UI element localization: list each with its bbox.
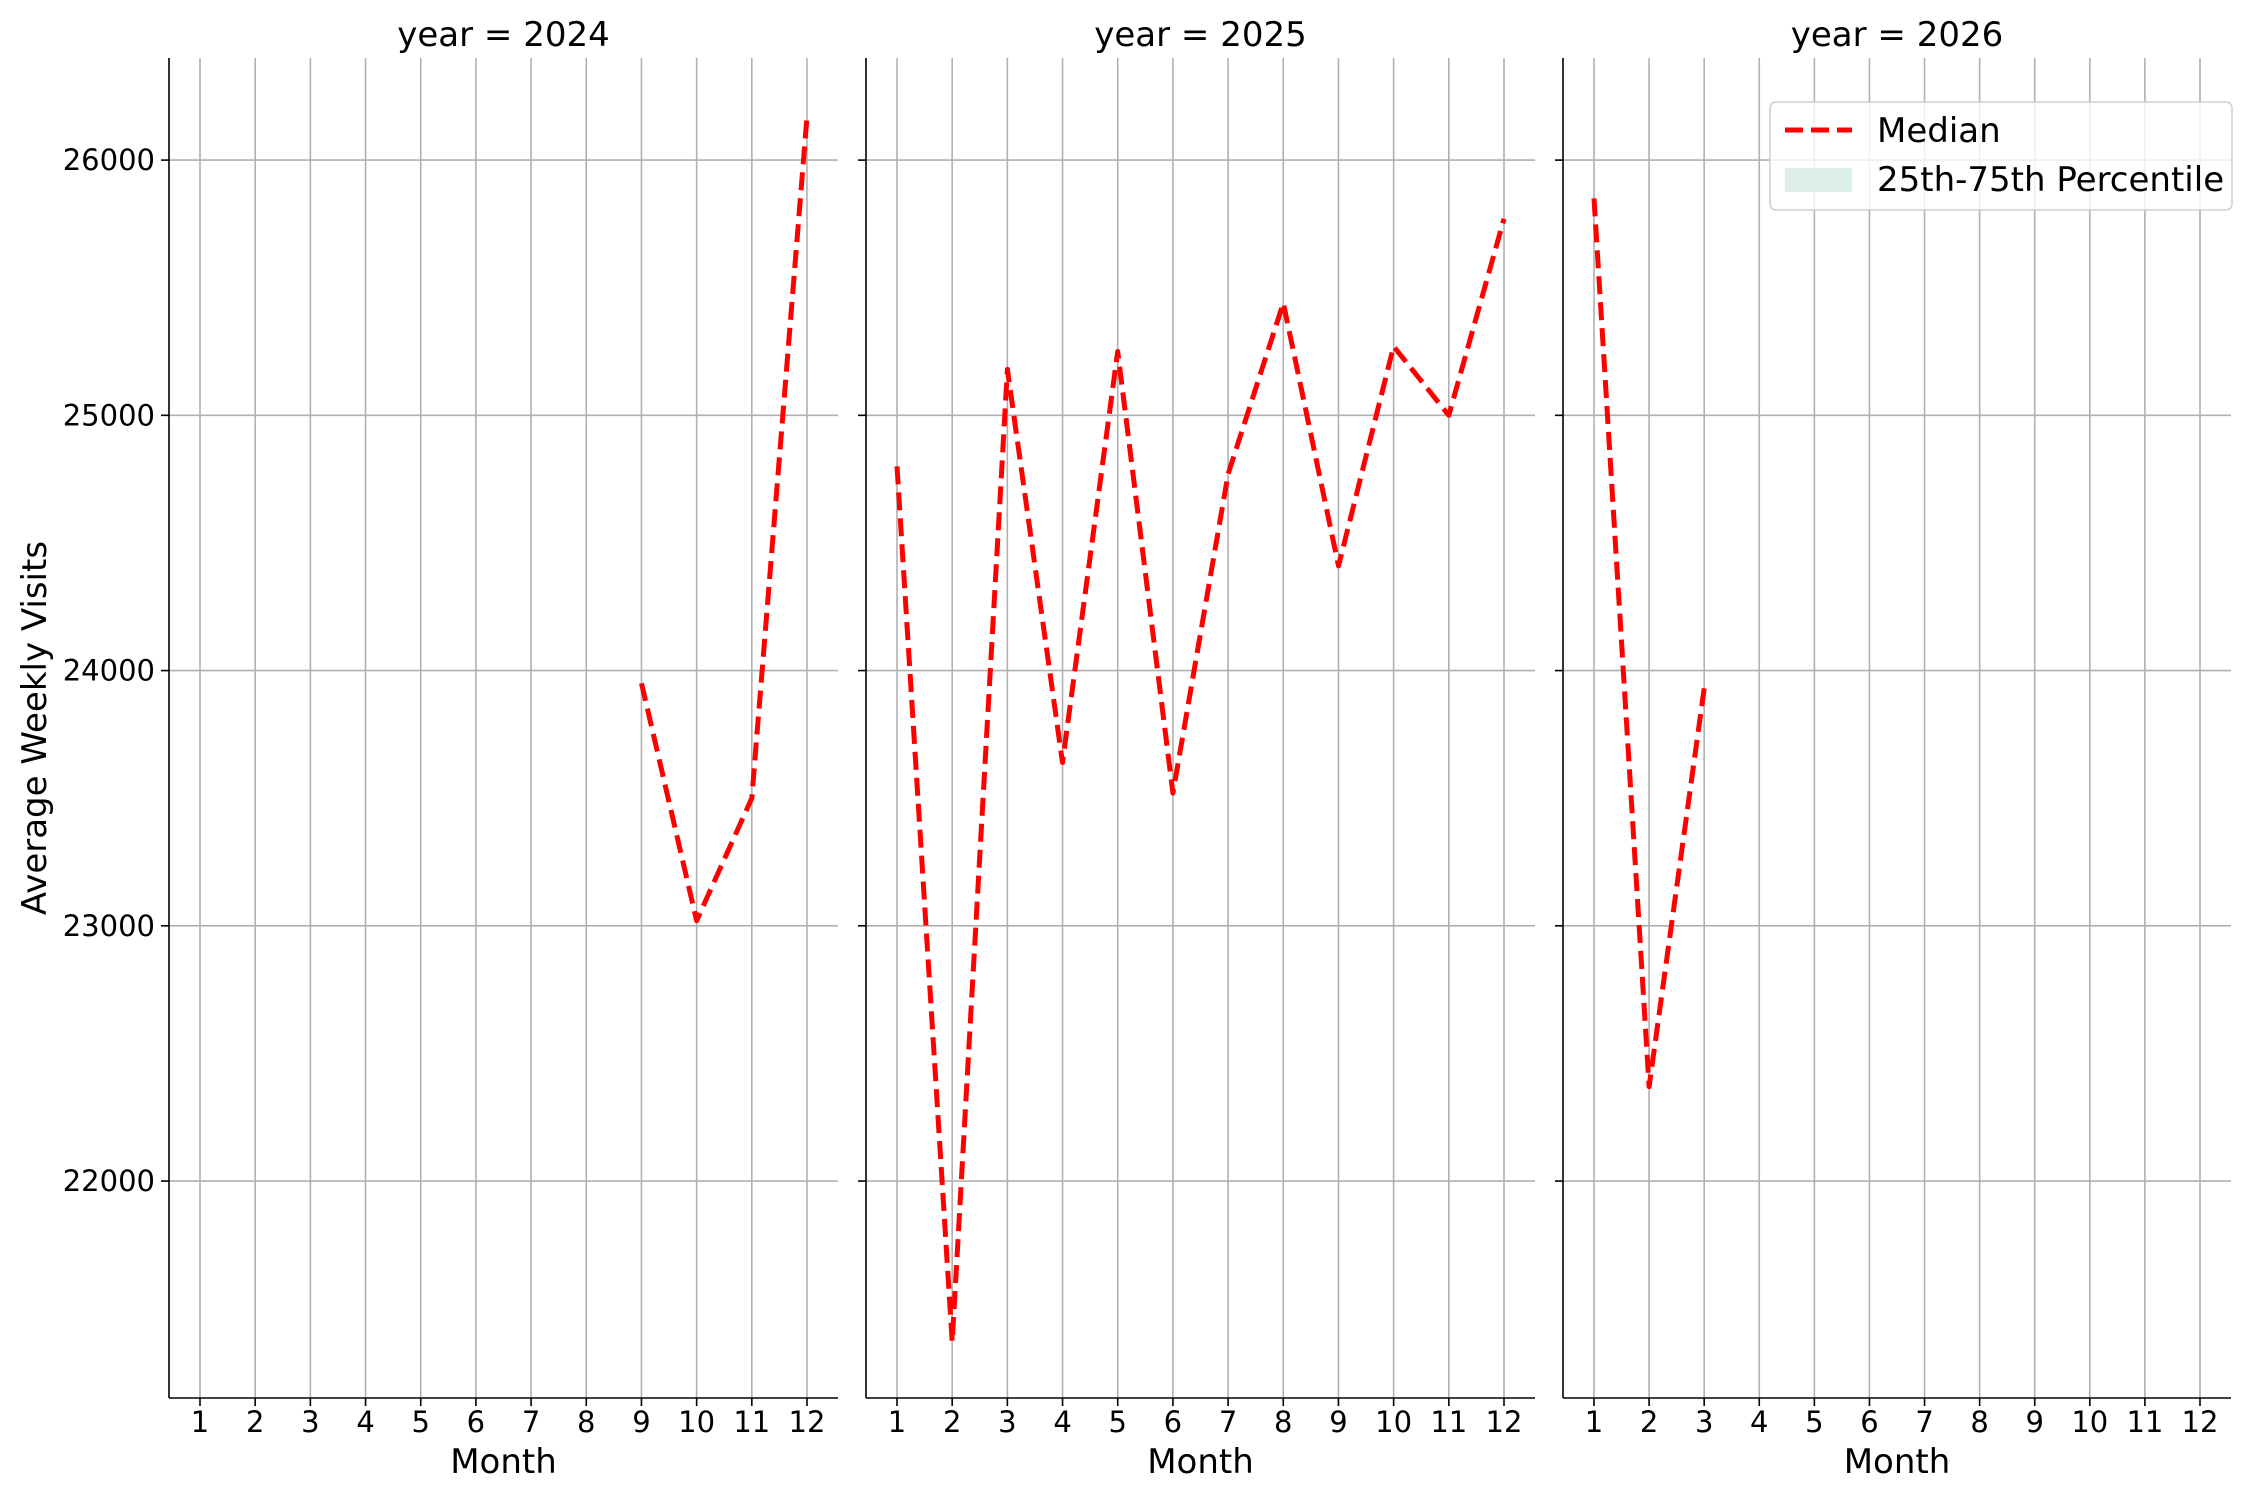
x-tick-label: 2 — [1640, 1405, 1658, 1439]
facet-title: year = 2024 — [397, 15, 609, 55]
x-tick-label: 5 — [1805, 1405, 1823, 1439]
x-tick-label: 7 — [522, 1405, 540, 1439]
x-tick-label: 11 — [733, 1405, 770, 1439]
x-tick-label: 11 — [1430, 1405, 1467, 1439]
x-tick-label: 9 — [1329, 1405, 1347, 1439]
x-tick-label: 5 — [1109, 1405, 1127, 1439]
x-tick-label: 7 — [1915, 1405, 1933, 1439]
x-tick-label: 6 — [1860, 1405, 1878, 1439]
x-tick-label: 8 — [1970, 1405, 1988, 1439]
x-tick-label: 4 — [356, 1405, 374, 1439]
x-tick-label: 12 — [789, 1405, 826, 1439]
legend-band-label: 25th-75th Percentile — [1877, 160, 2224, 200]
x-tick-label: 10 — [678, 1405, 715, 1439]
facet-title: year = 2025 — [1094, 15, 1306, 55]
x-tick-label: 2 — [246, 1405, 264, 1439]
x-tick-label: 9 — [632, 1405, 650, 1439]
legend-band-swatch — [1785, 168, 1852, 192]
x-tick-label: 10 — [1375, 1405, 1412, 1439]
x-tick-label: 9 — [2026, 1405, 2044, 1439]
x-tick-label: 7 — [1219, 1405, 1237, 1439]
x-axis-title: Month — [1147, 1442, 1254, 1482]
y-tick-label: 26000 — [63, 143, 155, 177]
x-tick-label: 1 — [1585, 1405, 1603, 1439]
facet-title: year = 2026 — [1791, 15, 2003, 55]
x-tick-label: 12 — [2182, 1405, 2219, 1439]
x-axis-title: Month — [450, 1442, 557, 1482]
legend-box — [1769, 101, 2233, 211]
x-tick-label: 4 — [1750, 1405, 1768, 1439]
x-tick-label: 3 — [998, 1405, 1016, 1439]
median-series-line — [1591, 198, 1707, 1090]
y-tick-label: 24000 — [63, 654, 155, 688]
x-tick-label: 10 — [2071, 1405, 2108, 1439]
x-tick-label: 2 — [943, 1405, 961, 1439]
x-tick-label: 12 — [1486, 1405, 1523, 1439]
x-tick-label: 1 — [191, 1405, 209, 1439]
legend: Median 25th-75th Percentile — [1769, 101, 2233, 211]
y-tick-label: 23000 — [63, 909, 155, 943]
median-series-line — [639, 116, 810, 924]
x-tick-label: 6 — [1164, 1405, 1182, 1439]
x-axis-title: Month — [1844, 1442, 1951, 1482]
x-tick-label: 4 — [1053, 1405, 1071, 1439]
x-tick-label: 8 — [1274, 1405, 1292, 1439]
median-series-line — [894, 218, 1507, 1345]
x-tick-label: 5 — [412, 1405, 430, 1439]
x-tick-label: 11 — [2126, 1405, 2163, 1439]
x-tick-label: 6 — [467, 1405, 485, 1439]
legend-median-label: Median — [1877, 111, 2001, 151]
x-tick-label: 3 — [301, 1405, 319, 1439]
x-tick-label: 8 — [577, 1405, 595, 1439]
facet-panel-1: 1 2 3 4 5 6 7 8 9 10 11 122200023000240002500026000… — [63, 15, 838, 1482]
y-axis-title: Average Weekly Visits — [15, 541, 55, 915]
x-tick-label: 1 — [888, 1405, 906, 1439]
y-tick-label: 25000 — [63, 398, 155, 432]
x-tick-label: 3 — [1695, 1405, 1713, 1439]
y-tick-label: 22000 — [63, 1164, 155, 1198]
